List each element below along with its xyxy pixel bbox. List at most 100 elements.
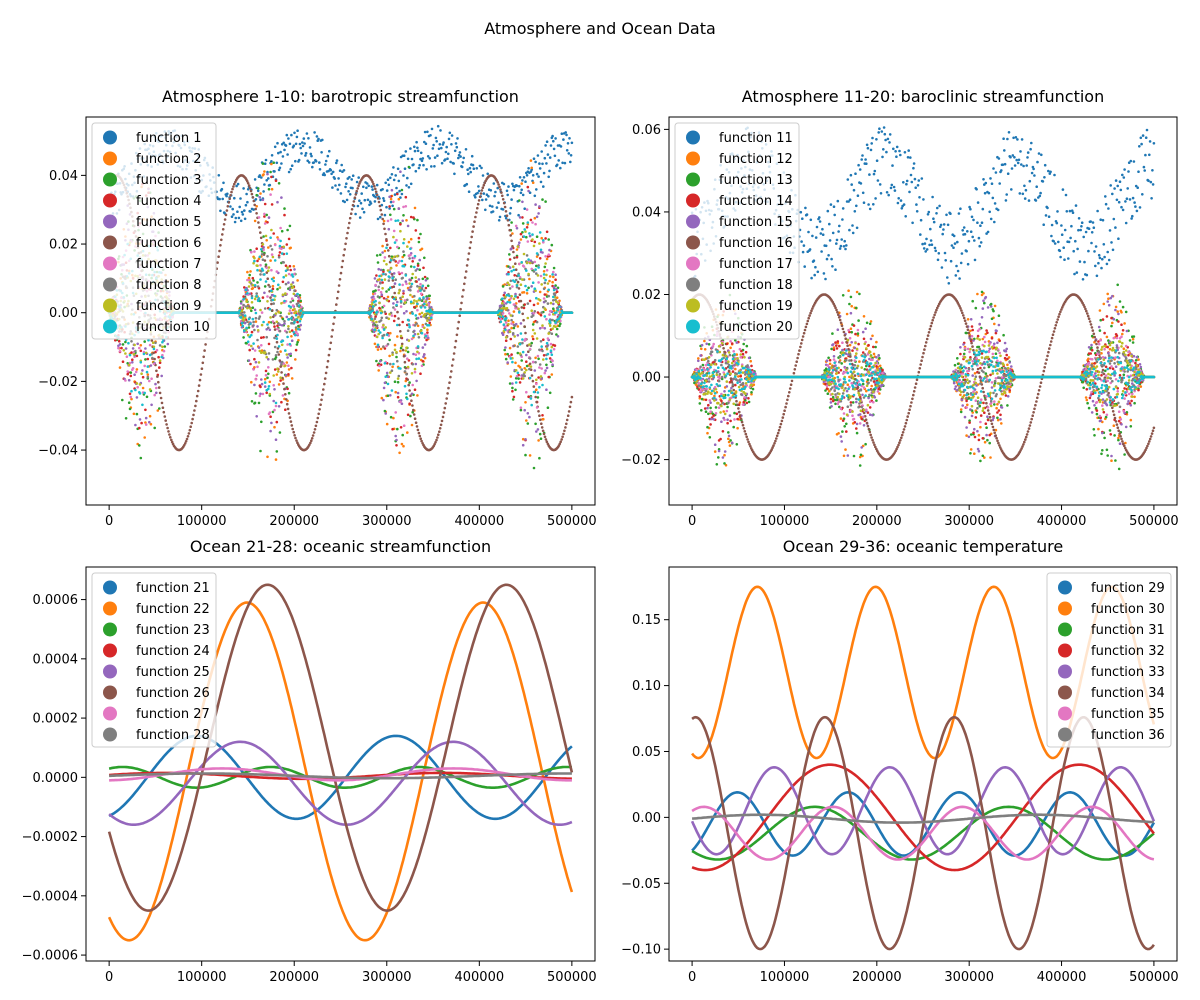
data-point <box>473 220 476 223</box>
data-point <box>231 207 234 211</box>
data-point <box>247 276 251 280</box>
data-point <box>384 181 388 185</box>
data-point <box>284 144 288 147</box>
data-point <box>521 222 525 225</box>
data-point <box>520 182 523 185</box>
data-point <box>375 359 378 363</box>
data-point <box>271 320 275 323</box>
data-point <box>280 324 284 327</box>
data-point <box>166 342 170 346</box>
data-point <box>535 388 538 392</box>
data-point <box>230 190 233 194</box>
data-point <box>379 290 383 294</box>
data-point <box>253 178 257 181</box>
data-point <box>150 377 153 381</box>
data-point <box>409 265 413 268</box>
data-point <box>460 301 463 305</box>
data-point <box>259 308 262 312</box>
data-point <box>391 204 394 208</box>
data-point <box>413 417 417 421</box>
data-point <box>284 408 287 412</box>
data-point <box>277 255 281 259</box>
data-point <box>438 430 441 434</box>
data-point <box>500 304 503 307</box>
data-point <box>539 313 543 317</box>
data-point <box>531 174 535 177</box>
data-point <box>567 152 571 155</box>
data-point <box>283 213 286 217</box>
data-point <box>282 382 285 385</box>
data-point <box>287 281 290 284</box>
data-point <box>128 392 132 396</box>
data-point <box>508 258 512 261</box>
data-point <box>504 325 507 329</box>
data-point <box>563 161 567 165</box>
data-point <box>524 331 527 335</box>
data-point <box>509 279 513 283</box>
data-point <box>406 329 410 333</box>
data-point <box>477 185 480 188</box>
data-point <box>261 243 265 246</box>
data-point <box>533 194 537 198</box>
data-point <box>136 342 139 346</box>
data-point <box>329 341 333 345</box>
data-point <box>475 167 479 170</box>
data-point <box>265 355 269 359</box>
data-point <box>409 414 412 418</box>
data-point <box>536 396 540 399</box>
data-point <box>424 142 428 145</box>
data-point <box>270 421 273 425</box>
data-point <box>405 219 408 222</box>
data-point <box>247 326 251 329</box>
data-point <box>373 277 377 280</box>
data-point <box>133 343 136 347</box>
data-point <box>493 194 496 198</box>
data-point <box>388 195 391 199</box>
data-point <box>122 349 126 352</box>
data-point <box>385 422 389 426</box>
data-point <box>304 151 308 155</box>
data-point <box>419 157 422 161</box>
data-point <box>528 362 532 366</box>
data-point <box>538 363 542 366</box>
data-point <box>376 348 380 351</box>
data-point <box>405 282 408 286</box>
data-point <box>163 415 167 418</box>
data-point <box>250 301 254 304</box>
data-point <box>446 392 449 395</box>
data-point <box>514 304 517 308</box>
data-point <box>444 402 448 405</box>
data-point <box>486 172 490 176</box>
data-point <box>286 343 289 346</box>
data-point <box>274 404 278 408</box>
data-point <box>401 219 405 223</box>
data-point <box>323 382 326 386</box>
data-point <box>513 256 516 260</box>
data-point <box>392 178 396 182</box>
data-point <box>250 192 254 196</box>
data-point <box>200 367 204 371</box>
data-point <box>526 223 530 226</box>
data-point <box>551 134 554 138</box>
data-point <box>503 348 507 352</box>
data-point <box>283 387 286 391</box>
data-point <box>534 160 537 164</box>
data-point <box>414 169 418 173</box>
data-point <box>288 309 292 312</box>
data-point <box>538 348 541 352</box>
data-point <box>259 198 262 202</box>
data-point <box>510 221 513 224</box>
data-point <box>525 254 529 257</box>
data-point <box>254 392 258 395</box>
data-point <box>402 250 405 253</box>
data-point <box>226 205 230 208</box>
data-point <box>334 184 337 187</box>
data-point <box>416 264 420 267</box>
data-point <box>284 282 288 286</box>
data-point <box>534 356 537 360</box>
data-point <box>230 215 234 218</box>
data-point <box>287 272 291 276</box>
data-point <box>525 360 528 364</box>
data-point <box>519 408 523 412</box>
data-point <box>511 398 515 401</box>
